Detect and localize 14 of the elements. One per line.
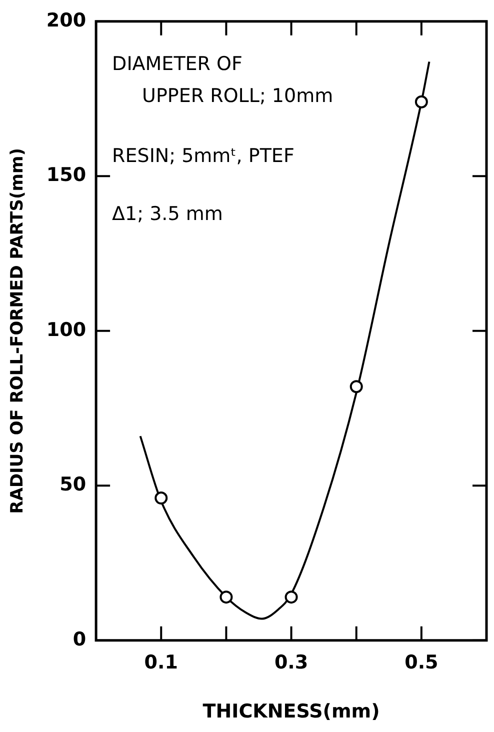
y-tick-label: 0 [72, 628, 86, 650]
y-axis-title: RADIUS OF ROLL-FORMED PARTS(mm) [8, 148, 28, 514]
y-tick-label: 50 [60, 474, 86, 496]
x-axis-title: THICKNESS(mm) [202, 700, 380, 723]
y-tick-label: 100 [46, 318, 86, 341]
x-tick-label: 0.5 [404, 652, 438, 674]
annotation: Δ1; 3.5 mm [112, 202, 223, 225]
annotation: RESIN; 5mmᵗ, PTEF [112, 144, 294, 167]
x-tick-label: 0.3 [274, 652, 308, 674]
annotation: UPPER ROLL; 10mm [142, 84, 334, 107]
x-tick-label: 0.1 [144, 652, 178, 674]
y-tick-label: 150 [46, 164, 86, 186]
annotation: DIAMETER OF [112, 52, 242, 75]
y-tick-label: 200 [46, 9, 86, 32]
